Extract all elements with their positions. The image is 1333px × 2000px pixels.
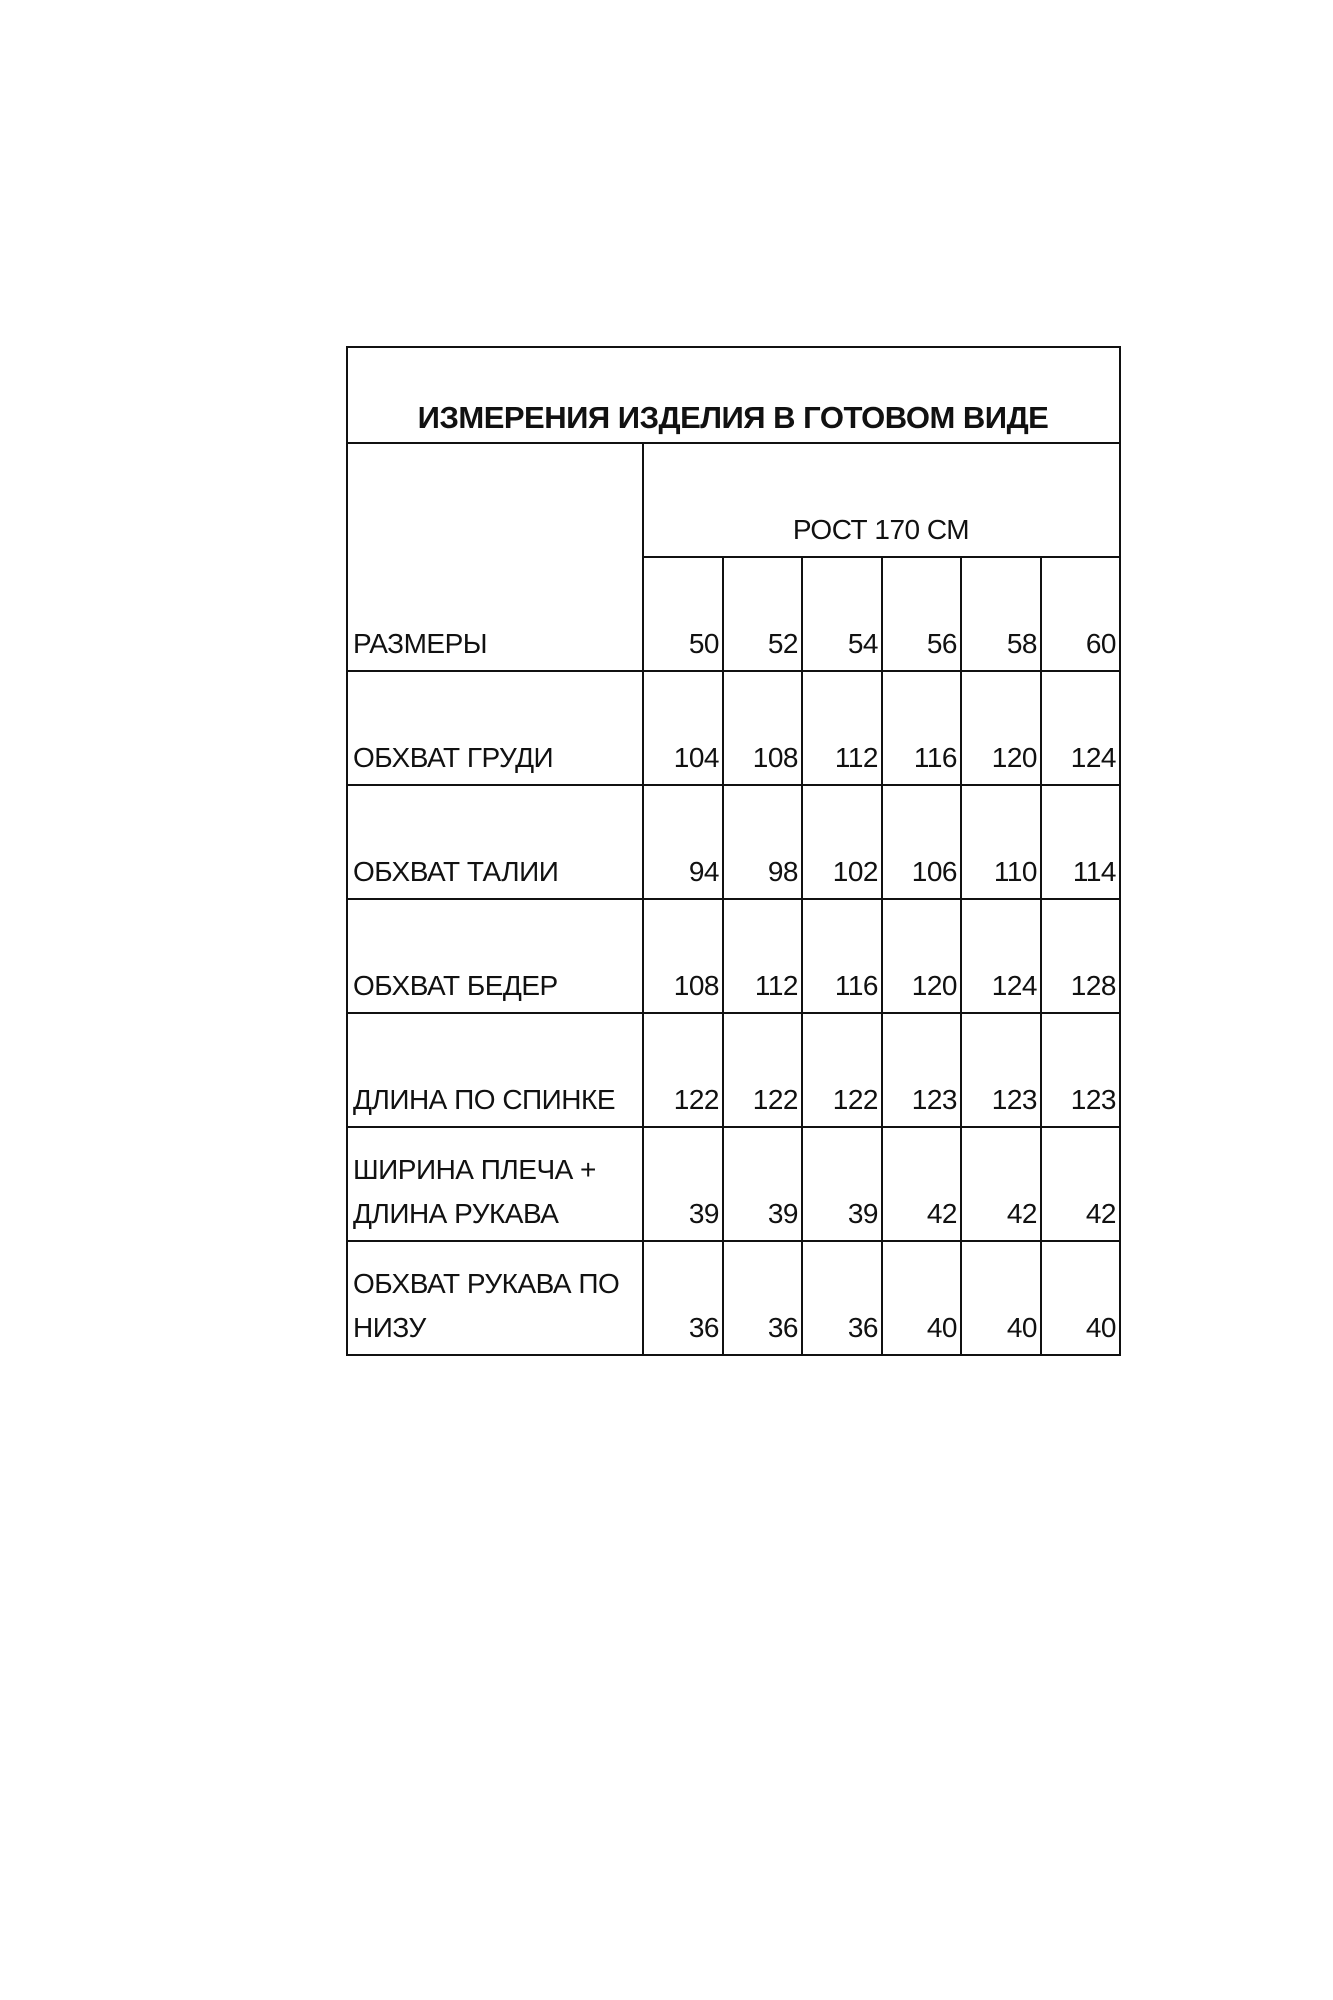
value-cell: 114 xyxy=(1040,784,1121,900)
sizes-row: 50 52 54 56 58 60 xyxy=(347,556,1121,672)
value-cell: 120 xyxy=(881,898,962,1014)
value-cell: 112 xyxy=(722,898,803,1014)
value-cell: 39 xyxy=(642,1126,724,1242)
value-cell: 42 xyxy=(1040,1126,1121,1242)
value-cell: 40 xyxy=(881,1240,962,1356)
value-cell: 122 xyxy=(801,1012,883,1128)
value-cell: 40 xyxy=(960,1240,1042,1356)
value-cell: 36 xyxy=(801,1240,883,1356)
row-label: ОБХВАТ ГРУДИ xyxy=(346,670,644,786)
row-label: ОБХВАТ БЕДЕР xyxy=(346,898,644,1014)
value-cell: 42 xyxy=(960,1126,1042,1242)
value-cell: 36 xyxy=(642,1240,724,1356)
value-cell: 123 xyxy=(1040,1012,1121,1128)
value-cell: 40 xyxy=(1040,1240,1121,1356)
value-cell: 123 xyxy=(960,1012,1042,1128)
value-cell: 122 xyxy=(642,1012,724,1128)
table-row: ОБХВАТ ГРУДИ 104 108 112 116 120 124 xyxy=(346,670,1121,786)
value-cell: 98 xyxy=(722,784,803,900)
row-label: ШИРИНА ПЛЕЧА + ДЛИНА РУКАВА xyxy=(346,1126,644,1242)
value-cell: 94 xyxy=(642,784,724,900)
value-cell: 108 xyxy=(642,898,724,1014)
value-cell: 108 xyxy=(722,670,803,786)
height-header: РОСТ 170 СМ xyxy=(642,442,1121,558)
size-header-cell: 52 xyxy=(722,556,803,672)
size-label: РАЗМЕРЫ xyxy=(346,442,644,672)
size-chart-table: ИЗМЕРЕНИЯ ИЗДЕЛИЯ В ГОТОВОМ ВИДЕ РАЗМЕРЫ… xyxy=(346,346,1121,1356)
value-cell: 104 xyxy=(642,670,724,786)
value-cell: 120 xyxy=(960,670,1042,786)
value-cell: 122 xyxy=(722,1012,803,1128)
row-label: ДЛИНА ПО СПИНКЕ xyxy=(346,1012,644,1128)
table-row: ОБХВАТ ТАЛИИ 94 98 102 106 110 114 xyxy=(346,784,1121,900)
table-row: ШИРИНА ПЛЕЧА + ДЛИНА РУКАВА 39 39 39 42 42 42 xyxy=(346,1126,1121,1242)
row-label: ОБХВАТ РУКАВА ПО НИЗУ xyxy=(346,1240,644,1356)
value-cell: 128 xyxy=(1040,898,1121,1014)
value-cell: 112 xyxy=(801,670,883,786)
value-cell: 124 xyxy=(960,898,1042,1014)
value-cell: 123 xyxy=(881,1012,962,1128)
row-label: ОБХВАТ ТАЛИИ xyxy=(346,784,644,900)
table-row: ДЛИНА ПО СПИНКЕ 122 122 122 123 123 123 xyxy=(346,1012,1121,1128)
value-cell: 39 xyxy=(801,1126,883,1242)
value-cell: 110 xyxy=(960,784,1042,900)
table-row: ОБХВАТ БЕДЕР 108 112 116 120 124 128 xyxy=(346,898,1121,1014)
value-cell: 106 xyxy=(881,784,962,900)
value-cell: 42 xyxy=(881,1126,962,1242)
size-header-cell: 60 xyxy=(1040,556,1121,672)
size-header-cell: 56 xyxy=(881,556,962,672)
value-cell: 116 xyxy=(801,898,883,1014)
table-row: ОБХВАТ РУКАВА ПО НИЗУ 36 36 36 40 40 40 xyxy=(346,1240,1121,1356)
value-cell: 39 xyxy=(722,1126,803,1242)
value-cell: 124 xyxy=(1040,670,1121,786)
value-cell: 102 xyxy=(801,784,883,900)
value-cell: 116 xyxy=(881,670,962,786)
size-header-cell: 58 xyxy=(960,556,1042,672)
size-header-cell: 54 xyxy=(801,556,883,672)
size-header-cell: 50 xyxy=(642,556,724,672)
table-title: ИЗМЕРЕНИЯ ИЗДЕЛИЯ В ГОТОВОМ ВИДЕ xyxy=(346,346,1121,444)
value-cell: 36 xyxy=(722,1240,803,1356)
